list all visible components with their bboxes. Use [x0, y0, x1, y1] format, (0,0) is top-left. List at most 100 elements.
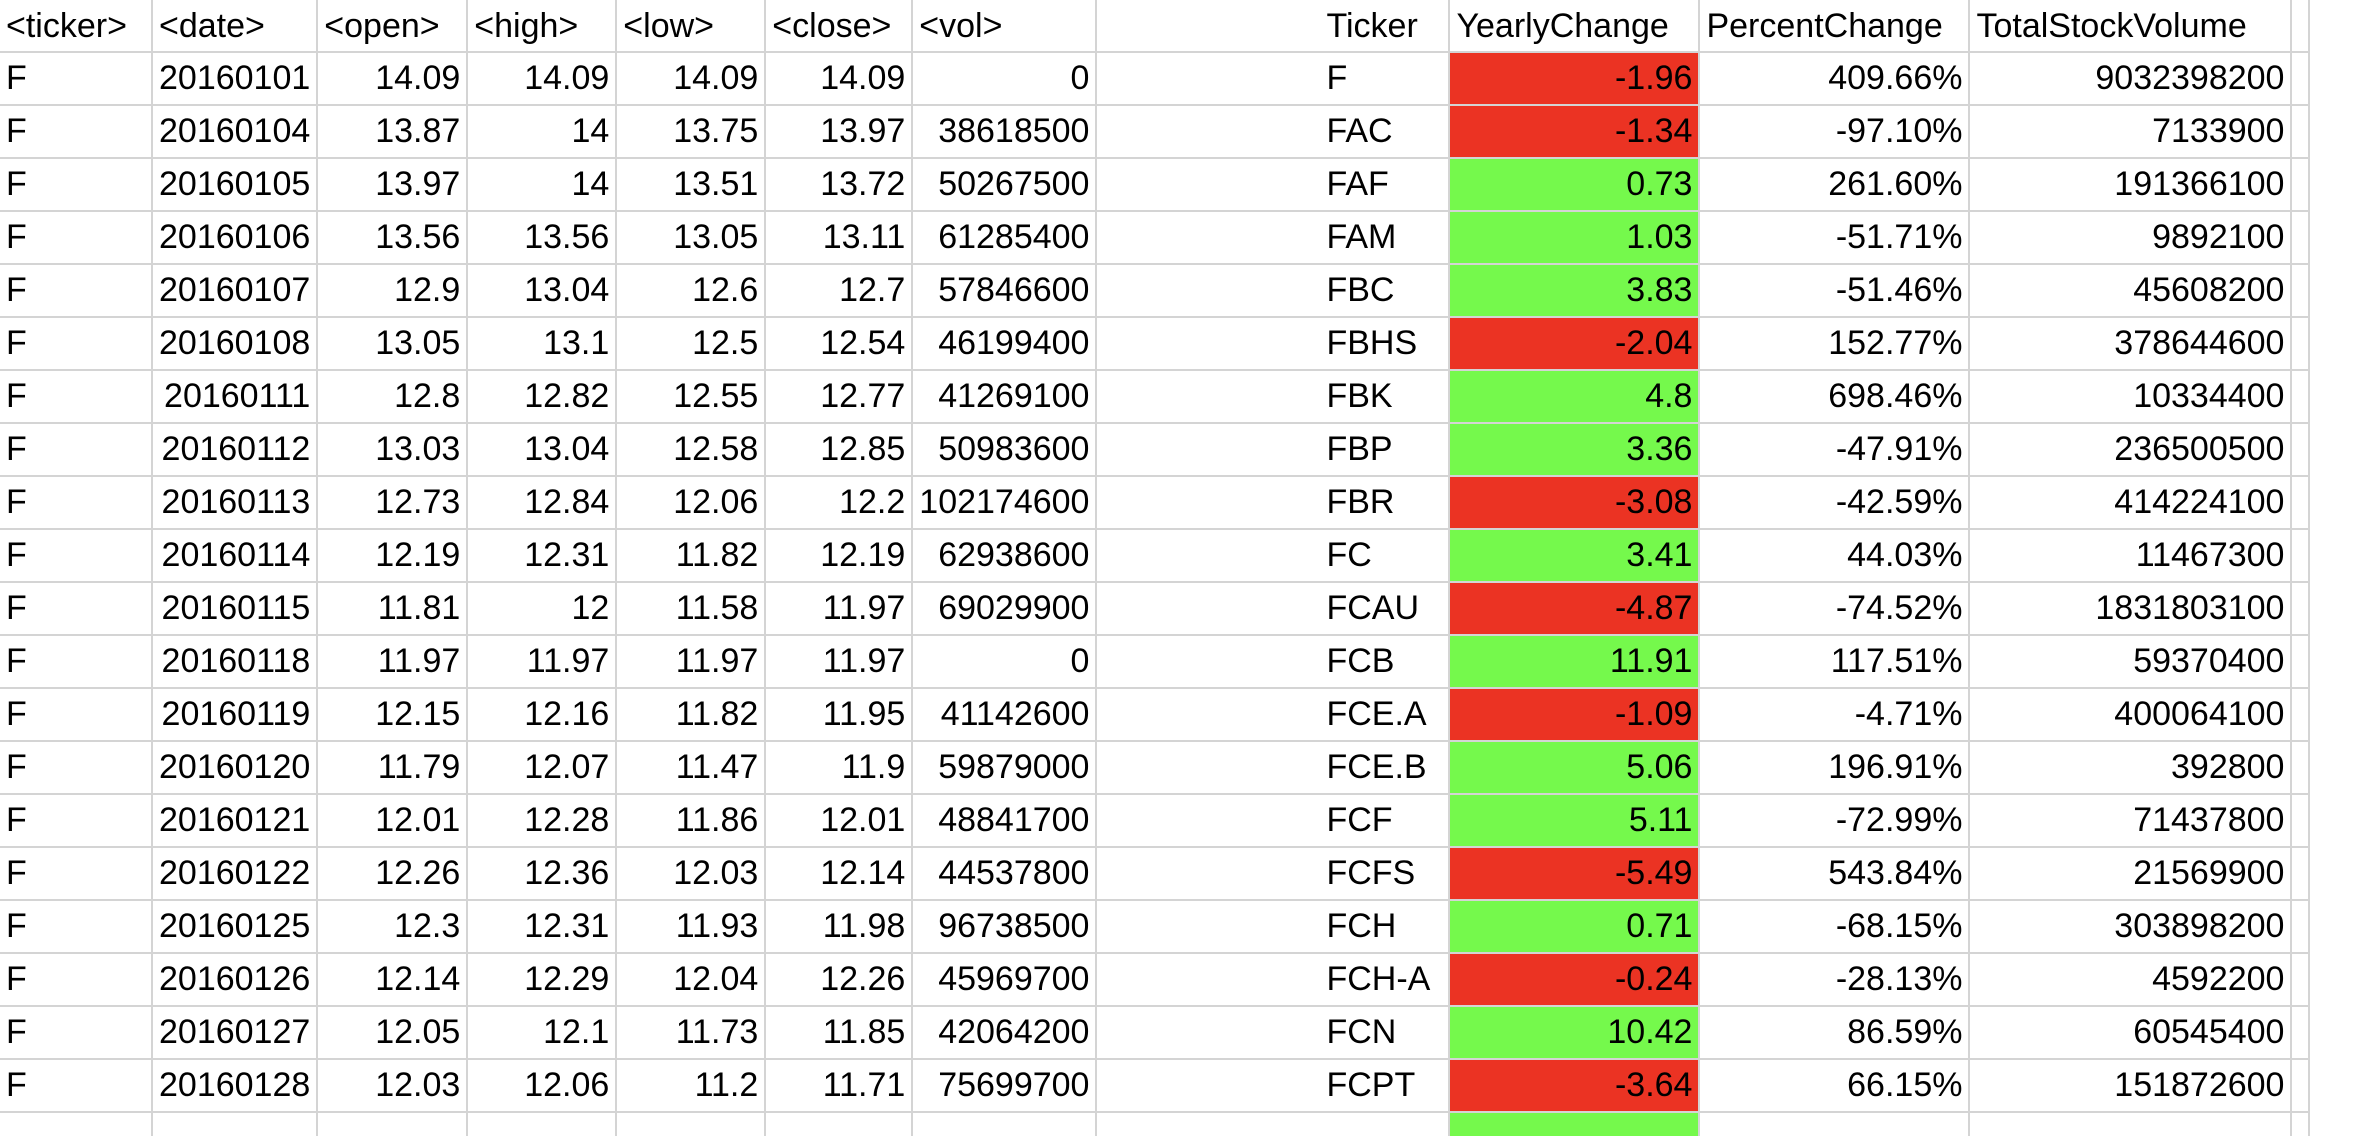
ticker-cell[interactable]: F	[0, 582, 153, 636]
percent-change-cell[interactable]: -74.52%	[1699, 582, 1971, 636]
close-cell[interactable]: 11.95	[765, 688, 914, 742]
total-volume-cell[interactable]: 191366100	[1969, 158, 2293, 212]
column-header-close[interactable]: <close>	[765, 0, 914, 53]
total-volume-cell[interactable]: 21569900	[1969, 847, 2293, 901]
close-cell[interactable]: 14.09	[765, 52, 914, 106]
vol-cell[interactable]: 41269100	[912, 370, 1098, 424]
yearly-change-cell[interactable]: -5.49	[1449, 847, 1701, 901]
ticker-cell[interactable]: F	[0, 211, 153, 265]
percent-change-cell[interactable]: -47.91%	[1699, 423, 1971, 477]
vol-cell[interactable]: 38618500	[912, 105, 1098, 159]
open-cell[interactable]: 12.8	[317, 370, 469, 424]
percent-change-cell[interactable]: -51.46%	[1699, 264, 1971, 318]
date-cell[interactable]: 20160119	[152, 688, 319, 742]
column-header-high[interactable]: <high>	[467, 0, 618, 53]
vol-cell[interactable]: 62938600	[912, 529, 1098, 583]
date-cell[interactable]: 20160122	[152, 847, 319, 901]
date-cell[interactable]: 20160127	[152, 1006, 319, 1060]
total-volume-cell[interactable]: 7133900	[1969, 105, 2293, 159]
empty-cell[interactable]	[2291, 423, 2311, 477]
ticker-cell[interactable]: F	[0, 847, 153, 901]
low-cell[interactable]: 11.82	[616, 529, 767, 583]
low-cell[interactable]: 12.6	[616, 264, 767, 318]
vol-cell[interactable]: 57846600	[912, 264, 1098, 318]
close-cell[interactable]: 11.9	[765, 741, 914, 795]
empty-cell[interactable]	[2291, 0, 2311, 53]
ticker-cell[interactable]: F	[0, 1059, 153, 1113]
date-cell[interactable]: 20160101	[152, 52, 319, 106]
open-cell[interactable]: 13.05	[317, 317, 469, 371]
percent-change-cell[interactable]: 86.59%	[1699, 1006, 1971, 1060]
total-volume-cell[interactable]: 303898200	[1969, 900, 2293, 954]
empty-cell[interactable]	[2291, 476, 2311, 530]
date-cell[interactable]: 20160108	[152, 317, 319, 371]
close-cell[interactable]: 13.11	[765, 211, 914, 265]
ticker-cell[interactable]: F	[0, 264, 153, 318]
low-cell[interactable]: 12.55	[616, 370, 767, 424]
summary-ticker-cell[interactable]: FCF	[1320, 794, 1451, 848]
vol-cell[interactable]: 48841700	[912, 794, 1098, 848]
high-cell[interactable]: 13.56	[467, 211, 618, 265]
summary-ticker-cell[interactable]: F	[1320, 52, 1451, 106]
open-cell[interactable]: 12.14	[317, 953, 469, 1007]
date-cell[interactable]: 20160126	[152, 953, 319, 1007]
high-cell[interactable]: 12.36	[467, 847, 618, 901]
empty-cell[interactable]	[2291, 847, 2311, 901]
date-cell[interactable]: 20160118	[152, 635, 319, 689]
ticker-cell[interactable]: F	[0, 741, 153, 795]
percent-change-cell[interactable]: 196.91%	[1699, 741, 1971, 795]
ticker-cell[interactable]: F	[0, 52, 153, 106]
open-cell[interactable]: 12.73	[317, 476, 469, 530]
empty-cell[interactable]	[1096, 105, 1321, 159]
empty-cell[interactable]	[2291, 105, 2311, 159]
empty-cell[interactable]	[152, 1112, 319, 1136]
high-cell[interactable]: 11.97	[467, 635, 618, 689]
high-cell[interactable]: 13.04	[467, 264, 618, 318]
total-volume-cell[interactable]: 400064100	[1969, 688, 2293, 742]
total-volume-cell[interactable]: 1831803100	[1969, 582, 2293, 636]
percent-change-cell[interactable]: 261.60%	[1699, 158, 1971, 212]
high-cell[interactable]: 12.29	[467, 953, 618, 1007]
empty-cell[interactable]	[1096, 52, 1321, 106]
ticker-cell[interactable]: F	[0, 794, 153, 848]
high-cell[interactable]: 12.06	[467, 1059, 618, 1113]
empty-cell[interactable]	[1096, 529, 1321, 583]
empty-cell[interactable]	[1699, 1112, 1971, 1136]
yearly-change-cell[interactable]: 5.11	[1449, 794, 1701, 848]
yearly-change-cell[interactable]: 3.36	[1449, 423, 1701, 477]
vol-cell[interactable]: 69029900	[912, 582, 1098, 636]
vol-cell[interactable]: 102174600	[912, 476, 1098, 530]
empty-cell[interactable]	[1096, 211, 1321, 265]
high-cell[interactable]: 12.82	[467, 370, 618, 424]
date-cell[interactable]: 20160121	[152, 794, 319, 848]
low-cell[interactable]: 12.04	[616, 953, 767, 1007]
low-cell[interactable]: 13.51	[616, 158, 767, 212]
yearly-change-cell[interactable]: 10.42	[1449, 1006, 1701, 1060]
date-cell[interactable]: 20160114	[152, 529, 319, 583]
low-cell[interactable]: 12.06	[616, 476, 767, 530]
open-cell[interactable]: 12.01	[317, 794, 469, 848]
total-volume-cell[interactable]: 4592200	[1969, 953, 2293, 1007]
open-cell[interactable]: 11.79	[317, 741, 469, 795]
vol-cell[interactable]: 50983600	[912, 423, 1098, 477]
yearly-change-cell[interactable]: 1.03	[1449, 211, 1701, 265]
empty-cell[interactable]	[1096, 0, 1321, 53]
close-cell[interactable]: 13.72	[765, 158, 914, 212]
empty-cell[interactable]	[2291, 582, 2311, 636]
close-cell[interactable]: 12.85	[765, 423, 914, 477]
low-cell[interactable]: 12.5	[616, 317, 767, 371]
vol-cell[interactable]: 61285400	[912, 211, 1098, 265]
high-cell[interactable]: 12.84	[467, 476, 618, 530]
empty-cell[interactable]	[1449, 1112, 1701, 1136]
date-cell[interactable]: 20160105	[152, 158, 319, 212]
vol-cell[interactable]: 44537800	[912, 847, 1098, 901]
summary-ticker-cell[interactable]: FAF	[1320, 158, 1451, 212]
yearly-change-cell[interactable]: -0.24	[1449, 953, 1701, 1007]
summary-ticker-cell[interactable]: FCB	[1320, 635, 1451, 689]
close-cell[interactable]: 11.97	[765, 635, 914, 689]
column-header-ticker[interactable]: <ticker>	[0, 0, 153, 53]
yearly-change-cell[interactable]: -4.87	[1449, 582, 1701, 636]
open-cell[interactable]: 13.56	[317, 211, 469, 265]
empty-cell[interactable]	[2291, 953, 2311, 1007]
date-cell[interactable]: 20160113	[152, 476, 319, 530]
